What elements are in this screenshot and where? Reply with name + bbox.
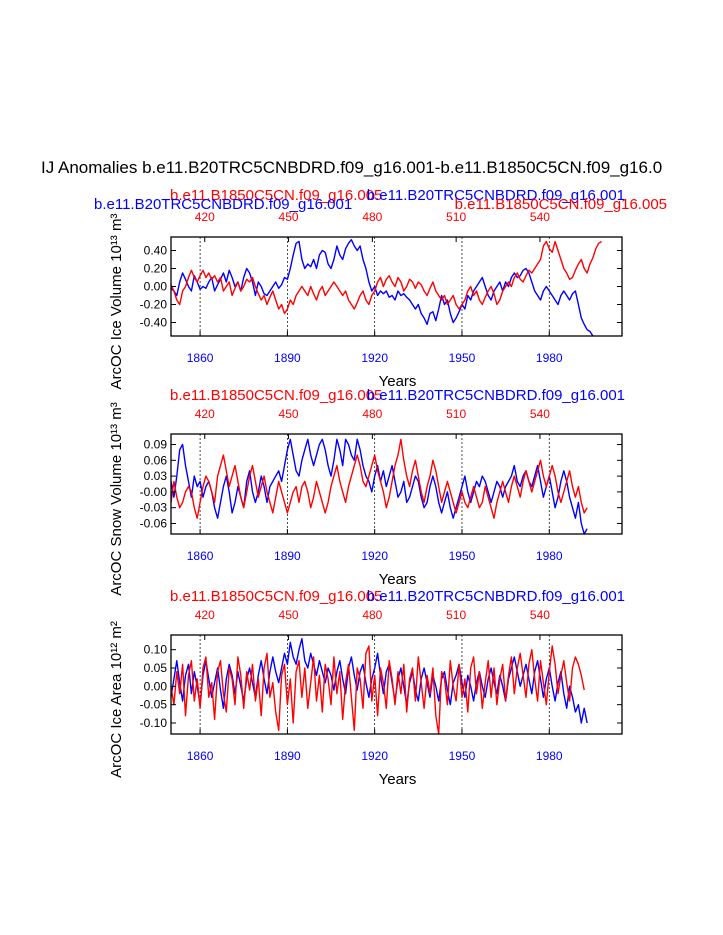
ice-area-top-tick-label: 420 — [195, 608, 215, 622]
snow-volume-x-axis-label: Years — [379, 571, 417, 588]
snow-volume-top-left-label: b.e11.B1850C5CN.f09_g16.005 — [170, 387, 382, 404]
snow-volume-y-tick-label: -0.06 — [140, 516, 168, 530]
ice-volume-y-axis-label: ArcOC Ice Volume 10¹³ m³ — [108, 214, 125, 390]
ice-volume-y-tick-label: -0.40 — [140, 316, 168, 330]
ice-volume-series-blue — [170, 238, 594, 337]
snow-volume-x-tick-label: 1980 — [536, 549, 563, 563]
ice-area-x-tick-label: 1920 — [361, 749, 388, 763]
ice-volume-extra-left-label: b.e11.B20TRC5CNBDRD.f09_g16.001 — [94, 196, 352, 213]
snow-volume-top-tick-label: 450 — [279, 407, 299, 421]
ice-area-y-tick-label: -0.10 — [140, 716, 168, 730]
ice-volume-top-tick-label: 450 — [279, 210, 299, 224]
ice-volume-y-tick-label: 0.40 — [144, 244, 168, 258]
ice-area-series-red — [170, 645, 585, 735]
snow-volume-x-tick-label: 1950 — [449, 549, 476, 563]
snow-volume-top-tick-label: 540 — [530, 407, 550, 421]
snow-volume-top-tick-label: 480 — [362, 407, 382, 421]
ice-area-x-tick-label: 1950 — [449, 749, 476, 763]
ice-area-top-tick-label: 450 — [279, 608, 299, 622]
snow-volume-y-tick-label: -0.03 — [140, 501, 168, 515]
ice-volume-x-tick-label: 1950 — [449, 351, 476, 365]
ice-area-panel: b.e11.B1850C5CN.f09_g16.005b.e11.B20TRC5… — [108, 588, 625, 788]
snow-volume-y-axis-label: ArcOC Snow Volume 10¹³ m³ — [108, 402, 125, 595]
ice-volume-y-tick-label: -0.20 — [140, 298, 168, 312]
ice-volume-extra-right-label: b.e11.B1850C5CN.f09_g16.005 — [455, 196, 667, 213]
ice-area-y-tick-label: 0.00 — [144, 679, 168, 693]
ice-volume-top-tick-label: 480 — [362, 210, 382, 224]
snow-volume-y-tick-label: 0.03 — [144, 469, 168, 483]
ice-volume-top-tick-label: 510 — [446, 210, 466, 224]
ice-area-y-tick-label: -0.05 — [140, 698, 168, 712]
ice-area-y-axis-label: ArcOC Ice Area 10¹² m² — [108, 621, 125, 778]
ice-volume-top-left-label: b.e11.B1850C5CN.f09_g16.005 — [170, 187, 382, 204]
ice-area-top-left-label: b.e11.B1850C5CN.f09_g16.005 — [170, 588, 382, 605]
ice-area-y-tick-label: 0.05 — [144, 661, 168, 675]
snow-volume-top-tick-label: 420 — [195, 407, 215, 421]
ice-area-x-axis-label: Years — [379, 771, 417, 788]
ice-volume-y-tick-label: 0.20 — [144, 262, 168, 276]
snow-volume-series-blue — [170, 438, 588, 535]
snow-volume-panel: b.e11.B1850C5CN.f09_g16.005b.e11.B20TRC5… — [108, 387, 625, 596]
ice-volume-series-red — [170, 240, 602, 315]
snow-volume-y-tick-label: 0.06 — [144, 453, 168, 467]
ice-volume-x-tick-label: 1890 — [274, 351, 301, 365]
snow-volume-x-tick-label: 1920 — [361, 549, 388, 563]
ice-volume-top-tick-label: 420 — [195, 210, 215, 224]
snow-volume-plot-frame — [170, 433, 623, 535]
ice-area-top-tick-label: 510 — [446, 608, 466, 622]
ice-area-series-blue — [170, 638, 588, 724]
ice-area-y-tick-label: 0.10 — [144, 643, 168, 657]
snow-volume-top-right-label: b.e11.B20TRC5CNBDRD.f09_g16.001 — [367, 387, 625, 404]
ice-volume-top-tick-label: 540 — [530, 210, 550, 224]
ice-volume-panel: b.e11.B1850C5CN.f09_g16.005b.e11.B20TRC5… — [94, 187, 667, 390]
ice-area-x-tick-label: 1980 — [536, 749, 563, 763]
snow-volume-series-red — [170, 438, 588, 519]
snow-volume-y-tick-label: 0.09 — [144, 438, 168, 452]
ice-area-x-tick-label: 1890 — [274, 749, 301, 763]
snow-volume-x-tick-label: 1890 — [274, 549, 301, 563]
ice-area-top-tick-label: 480 — [362, 608, 382, 622]
snow-volume-top-tick-label: 510 — [446, 407, 466, 421]
page-title: IJ Anomalies b.e11.B20TRC5CNBDRD.f09_g16… — [41, 158, 662, 177]
ice-volume-x-tick-label: 1860 — [187, 351, 214, 365]
ice-volume-y-tick-label: 0.00 — [144, 280, 168, 294]
ice-volume-x-axis-label: Years — [379, 373, 417, 390]
ice-area-x-tick-label: 1860 — [187, 749, 214, 763]
snow-volume-y-tick-label: -0.00 — [140, 485, 168, 499]
ice-area-top-right-label: b.e11.B20TRC5CNBDRD.f09_g16.001 — [367, 588, 625, 605]
ice-volume-top-right-label: b.e11.B20TRC5CNBDRD.f09_g16.001 — [367, 187, 625, 204]
ice-volume-x-tick-label: 1980 — [536, 351, 563, 365]
ice-volume-x-tick-label: 1920 — [361, 351, 388, 365]
ice-area-top-tick-label: 540 — [530, 608, 550, 622]
snow-volume-x-tick-label: 1860 — [187, 549, 214, 563]
ice-area-plot-frame — [170, 634, 623, 735]
